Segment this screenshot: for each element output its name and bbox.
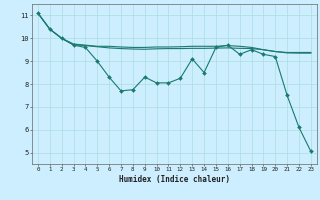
X-axis label: Humidex (Indice chaleur): Humidex (Indice chaleur) — [119, 175, 230, 184]
